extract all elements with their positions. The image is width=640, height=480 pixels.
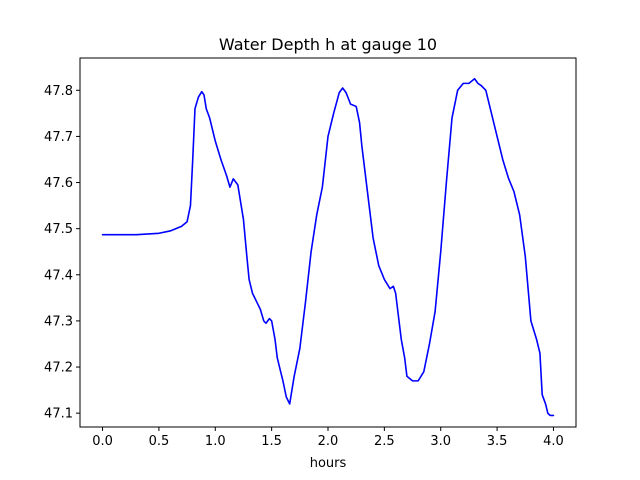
- x-tick-label: 1.5: [261, 434, 282, 449]
- plot-area: 0.0 0.5 1.0 1.5 2.0 2.5 3.0 3.5 4.0 47.1 47.2 47.3 4…: [44, 57, 577, 449]
- chart-title: Water Depth h at gauge 10: [219, 35, 437, 54]
- y-tick-label: 47.8: [44, 84, 73, 99]
- y-tick-label: 47.4: [44, 268, 73, 283]
- y-tick-label: 47.2: [44, 361, 73, 376]
- series-line-0: [101, 77, 555, 417]
- y-tick-label: 47.6: [44, 176, 73, 191]
- x-tick-label: 3.5: [487, 434, 508, 449]
- x-axis-label: hours: [310, 456, 347, 471]
- x-tick-label: 2.5: [374, 434, 395, 449]
- x-tick-label: 0.0: [92, 434, 113, 449]
- y-tick-label: 47.5: [44, 222, 73, 237]
- x-tick-label: 1.0: [205, 434, 226, 449]
- x-tick-label: 2.0: [318, 434, 339, 449]
- y-tick-label: 47.3: [44, 314, 73, 329]
- y-tick-label: 47.1: [44, 407, 73, 422]
- x-tick-label: 3.0: [430, 434, 451, 449]
- y-tick-label: 47.7: [44, 130, 73, 145]
- x-tick-label: 0.5: [149, 434, 170, 449]
- x-tick-label: 4.0: [543, 434, 564, 449]
